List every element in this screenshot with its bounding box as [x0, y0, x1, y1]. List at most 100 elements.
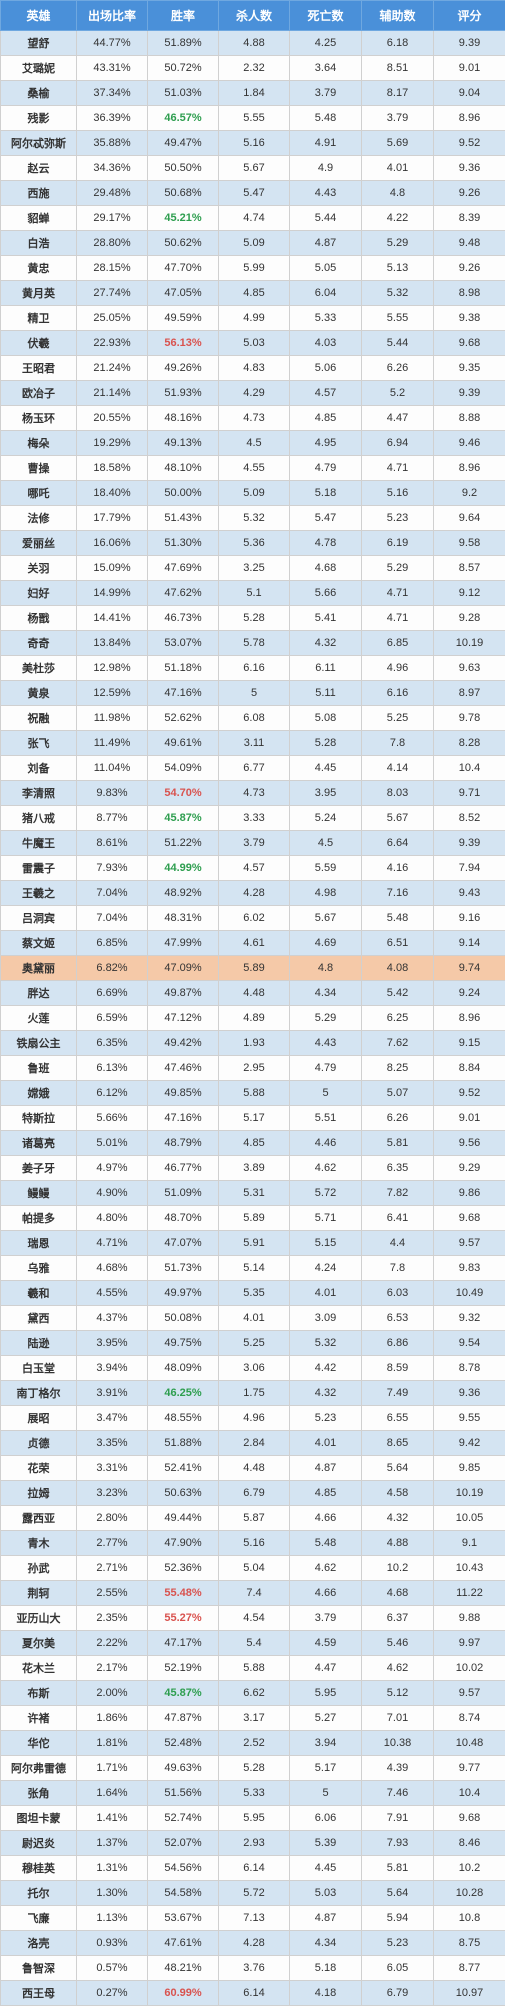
- stat-cell: 9.26: [434, 256, 505, 281]
- column-header-6[interactable]: 评分: [434, 1, 505, 31]
- stat-cell: 4.01: [290, 1281, 362, 1306]
- stat-cell: 10.38: [362, 1731, 434, 1756]
- stat-cell: 2.55%: [77, 1581, 148, 1606]
- stat-cell: 1.93: [219, 1031, 290, 1056]
- hero-name-cell: 图坦卡蒙: [1, 1806, 77, 1831]
- stat-cell: 6.69%: [77, 981, 148, 1006]
- stat-cell: 14.41%: [77, 606, 148, 631]
- column-header-5[interactable]: 辅助数: [362, 1, 434, 31]
- stat-cell: 5.03: [219, 331, 290, 356]
- stat-cell: 3.06: [219, 1356, 290, 1381]
- stat-cell: 2.35%: [77, 1606, 148, 1631]
- stat-cell: 10.4: [434, 756, 505, 781]
- stat-cell: 6.26: [362, 1106, 434, 1131]
- stat-cell: 3.89: [219, 1156, 290, 1181]
- stat-cell: 4.87: [290, 1456, 362, 1481]
- stat-cell: 1.84: [219, 81, 290, 106]
- stat-cell: 27.74%: [77, 281, 148, 306]
- stat-cell: 3.35%: [77, 1431, 148, 1456]
- stat-cell: 2.71%: [77, 1556, 148, 1581]
- stat-cell: 5.44: [362, 331, 434, 356]
- stat-cell: 47.99%: [148, 931, 219, 956]
- stat-cell: 2.17%: [77, 1656, 148, 1681]
- hero-name-cell: 阿尔弗雷德: [1, 1756, 77, 1781]
- stat-cell: 52.19%: [148, 1656, 219, 1681]
- stat-cell: 5.89: [219, 1206, 290, 1231]
- column-header-1[interactable]: 出场比率: [77, 1, 148, 31]
- stat-cell: 5.1: [219, 581, 290, 606]
- stat-cell: 4.25: [290, 31, 362, 56]
- hero-name-cell: 花荣: [1, 1456, 77, 1481]
- stat-cell: 7.8: [362, 731, 434, 756]
- stat-cell: 49.61%: [148, 731, 219, 756]
- stat-cell: 25.05%: [77, 306, 148, 331]
- stat-cell: 5.16: [219, 1531, 290, 1556]
- stat-cell: 4.98: [290, 881, 362, 906]
- stat-cell: 5.32: [362, 281, 434, 306]
- stat-cell: 4.01: [290, 1431, 362, 1456]
- stat-cell: 29.17%: [77, 206, 148, 231]
- stat-cell: 50.68%: [148, 181, 219, 206]
- stat-cell: 5: [290, 1781, 362, 1806]
- stat-cell: 9.48: [434, 231, 505, 256]
- stat-cell: 9.63: [434, 656, 505, 681]
- hero-name-cell: 亚历山大: [1, 1606, 77, 1631]
- stat-cell: 10.4: [434, 1781, 505, 1806]
- stat-cell: 5.09: [219, 481, 290, 506]
- table-row: 许褚1.86%47.87%3.175.277.018.74: [1, 1706, 505, 1731]
- stat-cell: 4.85: [290, 406, 362, 431]
- stat-cell: 7.16: [362, 881, 434, 906]
- hero-name-cell: 嫦娥: [1, 1081, 77, 1106]
- hero-name-cell: 法修: [1, 506, 77, 531]
- stat-cell: 8.96: [434, 1006, 505, 1031]
- stat-cell: 11.98%: [77, 706, 148, 731]
- stat-cell: 9.64: [434, 506, 505, 531]
- stat-cell: 7.8: [362, 1256, 434, 1281]
- hero-name-cell: 火莲: [1, 1006, 77, 1031]
- hero-name-cell: 荆轲: [1, 1581, 77, 1606]
- table-row: 欧冶子21.14%51.93%4.294.575.29.39: [1, 381, 505, 406]
- stat-cell: 3.79: [290, 1606, 362, 1631]
- stat-cell: 4.85: [219, 281, 290, 306]
- stat-cell: 4.66: [290, 1581, 362, 1606]
- stat-cell: 4.9: [290, 156, 362, 181]
- stat-cell: 5.47: [290, 506, 362, 531]
- stat-cell: 4.8: [362, 181, 434, 206]
- stat-cell: 53.07%: [148, 631, 219, 656]
- stat-cell: 35.88%: [77, 131, 148, 156]
- stat-cell: 5.64: [362, 1881, 434, 1906]
- table-row: 刘备11.04%54.09%6.774.454.1410.4: [1, 756, 505, 781]
- table-row: 孙武2.71%52.36%5.044.6210.210.43: [1, 1556, 505, 1581]
- stat-cell: 9.54: [434, 1331, 505, 1356]
- table-row: 飞廉1.13%53.67%7.134.875.9410.8: [1, 1906, 505, 1931]
- stat-cell: 54.09%: [148, 756, 219, 781]
- column-header-4[interactable]: 死亡数: [290, 1, 362, 31]
- hero-name-cell: 铁扇公主: [1, 1031, 77, 1056]
- stat-cell: 3.94: [290, 1731, 362, 1756]
- stat-cell: 11.49%: [77, 731, 148, 756]
- hero-name-cell: 赵云: [1, 156, 77, 181]
- stat-cell: 4.87: [290, 231, 362, 256]
- stat-cell: 9.52: [434, 1081, 505, 1106]
- hero-name-cell: 白玉堂: [1, 1356, 77, 1381]
- column-header-0[interactable]: 英雄: [1, 1, 77, 31]
- stat-cell: 49.13%: [148, 431, 219, 456]
- stat-cell: 12.98%: [77, 656, 148, 681]
- stat-cell: 9.35: [434, 356, 505, 381]
- stat-cell: 5.16: [362, 481, 434, 506]
- stat-cell: 46.25%: [148, 1381, 219, 1406]
- stat-cell: 4.16: [362, 856, 434, 881]
- stat-cell: 5.72: [290, 1181, 362, 1206]
- hero-name-cell: 李清照: [1, 781, 77, 806]
- stat-cell: 0.27%: [77, 1981, 148, 2006]
- hero-name-cell: 桑榆: [1, 81, 77, 106]
- column-header-2[interactable]: 胜率: [148, 1, 219, 31]
- stat-cell: 3.47%: [77, 1406, 148, 1431]
- stat-cell: 44.99%: [148, 856, 219, 881]
- table-row: 穆桂英1.31%54.56%6.144.455.8110.2: [1, 1856, 505, 1881]
- stat-cell: 1.64%: [77, 1781, 148, 1806]
- table-row: 爱丽丝16.06%51.30%5.364.786.199.58: [1, 531, 505, 556]
- column-header-3[interactable]: 杀人数: [219, 1, 290, 31]
- stat-cell: 4.73: [219, 406, 290, 431]
- hero-name-cell: 吕洞宾: [1, 906, 77, 931]
